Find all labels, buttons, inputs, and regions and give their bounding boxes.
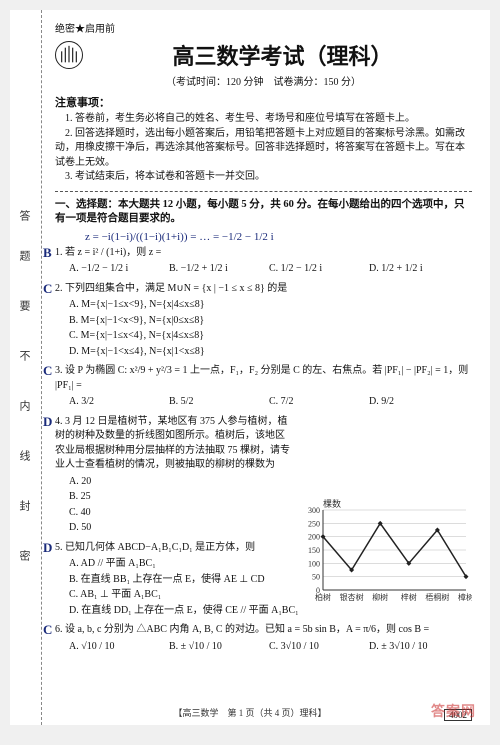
question-text: 1. 若 z = i² / (1+i)，则 z =: [55, 247, 161, 258]
question-3: C 3. 设 P 为椭圆 C: x²/9 + y²/3 = 1 上一点，F₁，F…: [55, 364, 472, 410]
side-char: 内: [16, 400, 32, 417]
side-char: 题: [16, 250, 32, 267]
side-char: 密: [16, 550, 32, 567]
handwritten-answer: C: [43, 362, 52, 381]
page-footer: 【高三数学 第 1 页（共 4 页）理科】: [10, 706, 490, 719]
question-text: 5. 已知几何体 ABCD−A₁B₁C₁D₁ 是正方体，则: [55, 542, 255, 553]
option: D. 50: [69, 521, 292, 536]
option: B. M={x|−1<x<9}, N={x|0≤x≤8}: [69, 314, 472, 329]
notice-body: 1. 答卷前，考生务必将自己的姓名、考生号、考场号和座位号填写在答题卡上。 2.…: [55, 112, 472, 185]
handwritten-answer: C: [43, 621, 52, 640]
svg-text:200: 200: [308, 533, 320, 542]
binding-margin: 答 题 要 不 内 线 封 密: [10, 10, 42, 725]
handwritten-answer: C: [43, 280, 52, 299]
confidential-label: 绝密★启用前: [55, 20, 472, 35]
option: C. 1/2 − 1/2 i: [269, 262, 359, 277]
logo-icon: [55, 41, 83, 69]
question-text: 2. 下列四组集合中，满足 M∪N = {x | −1 ≤ x ≤ 8} 的是: [55, 283, 287, 294]
divider: [55, 191, 472, 192]
option: B. 25: [69, 490, 292, 505]
svg-text:300: 300: [308, 506, 320, 515]
option: A. √10 / 10: [69, 640, 159, 655]
side-char: 封: [16, 500, 32, 517]
option: C. 7/2: [269, 395, 359, 410]
notice-line: 2. 回答选择题时，选出每小题答案后，用铅笔把答题卡上对应题目的答案标号涂黑。如…: [55, 127, 472, 171]
question-1: B 1. 若 z = i² / (1+i)，则 z = A. −1/2 − 1/…: [55, 246, 472, 277]
exam-page: 答 题 要 不 内 线 封 密 绝密★启用前 高三数学考试（理科） （考试时间：…: [10, 10, 490, 725]
side-char: 答: [16, 210, 32, 227]
watermark: 答案网: [431, 701, 476, 721]
option: A. 3/2: [69, 395, 159, 410]
page-title: 高三数学考试（理科）: [93, 39, 472, 71]
option: D. 1/2 + 1/2 i: [369, 262, 459, 277]
side-char: 线: [16, 450, 32, 467]
notice-line: 3. 考试结束后，将本试卷和答题卡一并交回。: [55, 170, 472, 185]
handwritten-answer: B: [43, 244, 52, 263]
notice-heading: 注意事项：: [55, 94, 472, 110]
handwritten-calc: z = −i(1−i)/((1−i)(1+i)) = … = −1/2 − 1/…: [85, 231, 472, 243]
svg-text:棵数: 棵数: [323, 498, 341, 509]
notice-line: 1. 答卷前，考生务必将自己的姓名、考生号、考场号和座位号填写在答题卡上。: [55, 112, 472, 127]
svg-text:樟树: 樟树: [458, 592, 472, 602]
handwritten-answer: D: [43, 539, 52, 558]
tree-chart: 050100150200250300棵数柏树银杏树柳树梓树梧桐树樟树: [297, 498, 472, 608]
side-char: 不: [16, 350, 32, 367]
svg-text:100: 100: [308, 559, 320, 568]
option: A. −1/2 − 1/2 i: [69, 262, 159, 277]
title-row: 高三数学考试（理科）: [55, 39, 472, 71]
svg-text:梓树: 梓树: [401, 592, 417, 602]
option: B. −1/2 + 1/2 i: [169, 262, 259, 277]
exam-subtitle: （考试时间：120 分钟 试卷满分：150 分）: [55, 73, 472, 88]
question-text: 4. 3 月 12 日是植树节，某地区有 375 人参与植树，植树的树种及数量的…: [55, 416, 290, 471]
option: A. 20: [69, 475, 292, 490]
question-6: C 6. 设 a, b, c 分别为 △ABC 内角 A, B, C 的对边。已…: [55, 623, 472, 654]
option: C. M={x|−1≤x<4}, N={x|4≤x≤8}: [69, 329, 472, 344]
question-text: 3. 设 P 为椭圆 C: x²/9 + y²/3 = 1 上一点，F₁，F₂ …: [55, 365, 468, 391]
option: B. 5/2: [169, 395, 259, 410]
option: A. M={x|−1≤x<9}, N={x|4≤x≤8}: [69, 298, 472, 313]
option: C. 3√10 / 10: [269, 640, 359, 655]
option: B. ± √10 / 10: [169, 640, 259, 655]
question-text: 6. 设 a, b, c 分别为 △ABC 内角 A, B, C 的对边。已知 …: [55, 624, 429, 635]
section-heading: 一、选择题：本大题共 12 小题，每小题 5 分，共 60 分。在每小题给出的四…: [55, 198, 472, 227]
option: D. M={x|−1<x≤4}, N={x|1<x≤8}: [69, 345, 472, 360]
svg-text:柳树: 柳树: [372, 592, 388, 602]
side-char: 要: [16, 300, 32, 317]
svg-text:银杏树: 银杏树: [340, 592, 364, 602]
question-2: C 2. 下列四组集合中，满足 M∪N = {x | −1 ≤ x ≤ 8} 的…: [55, 282, 472, 360]
svg-text:梧桐树: 梧桐树: [425, 592, 449, 602]
svg-text:250: 250: [308, 519, 320, 528]
svg-text:150: 150: [308, 546, 320, 555]
handwritten-answer: D: [43, 413, 52, 432]
svg-text:50: 50: [312, 573, 320, 582]
option: C. 40: [69, 506, 292, 521]
option: D. 9/2: [369, 395, 459, 410]
option: D. ± 3√10 / 10: [369, 640, 459, 655]
svg-text:柏树: 柏树: [315, 592, 331, 602]
